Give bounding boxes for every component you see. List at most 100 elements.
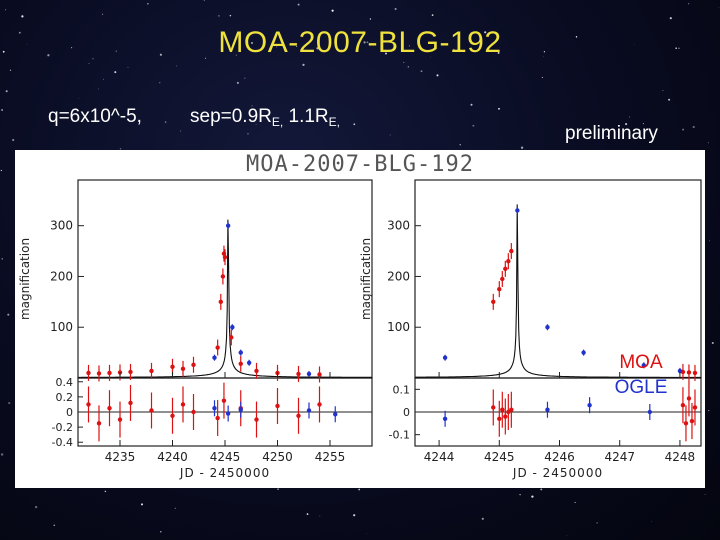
moa-residual-point xyxy=(107,406,112,411)
star xyxy=(159,53,162,56)
star xyxy=(119,148,122,150)
moa-residual-point xyxy=(191,409,196,415)
x-tick-label: 4235 xyxy=(105,450,136,464)
y-tick-label: 100 xyxy=(387,320,410,334)
star xyxy=(306,513,309,515)
main-plot-frame xyxy=(77,179,373,379)
x-tick-label: 4240 xyxy=(157,450,188,464)
star xyxy=(244,77,246,79)
star xyxy=(203,0,206,1)
mass-ratio-text: q=6x10^-5, xyxy=(48,106,142,127)
star xyxy=(718,7,720,9)
star xyxy=(459,144,461,146)
moa-point xyxy=(220,274,226,279)
star xyxy=(520,146,524,149)
x-tick-label: 4245 xyxy=(210,450,241,464)
model-curve xyxy=(78,219,372,378)
moa-residual-point xyxy=(686,396,692,401)
star xyxy=(687,3,690,5)
star xyxy=(102,13,104,15)
star xyxy=(436,74,439,77)
chart-panel-2: 4244 4245 4246 4247 4248 100 200 300 0.1 0 -0.1 JD … xyxy=(359,179,702,480)
separation-text: sep=0.9RE, 1.1RE, xyxy=(190,106,340,129)
star xyxy=(12,138,15,142)
moa-residual-point xyxy=(317,402,322,407)
x-tick-label: 4248 xyxy=(665,450,696,464)
main-plot-frame xyxy=(414,179,702,379)
star xyxy=(347,35,349,37)
star xyxy=(542,56,544,57)
star xyxy=(98,88,99,90)
moa-point xyxy=(500,276,505,282)
ogle-residual-point xyxy=(587,403,592,408)
moa-residual-point xyxy=(149,408,154,413)
ogle-residual-point xyxy=(647,409,653,415)
ogle-residual-point xyxy=(225,411,231,416)
moa-point xyxy=(686,370,692,375)
y-axis-label: magnification xyxy=(18,238,32,320)
chart-panel-1: 4235 4240 4245 4250 4255 100 200 300 0.4 0.2 0 -0.2… xyxy=(18,179,373,480)
star xyxy=(575,36,578,38)
preliminary-label: preliminary xyxy=(565,123,658,144)
star xyxy=(498,107,500,110)
star xyxy=(642,123,644,125)
light-curve-figure: 4235 4240 4245 4250 4255 100 200 300 0.4 0.2 0 -0.2… xyxy=(15,150,705,488)
star xyxy=(369,18,372,20)
moa-residual-point xyxy=(275,403,280,409)
x-tick-label: 4245 xyxy=(484,450,515,464)
star xyxy=(540,488,543,491)
x-axis-label: JD - 2450000 xyxy=(179,466,270,480)
star xyxy=(71,47,73,49)
star xyxy=(519,493,521,496)
star xyxy=(704,494,706,495)
star xyxy=(389,134,391,136)
star xyxy=(394,7,397,11)
residual-y-tick-label: 0.4 xyxy=(56,376,74,389)
moa-point xyxy=(491,299,496,305)
star xyxy=(78,98,80,100)
ogle-point xyxy=(515,208,520,213)
moa-point xyxy=(317,372,322,377)
star xyxy=(366,533,368,534)
ogle-point xyxy=(677,368,683,374)
star xyxy=(470,103,473,106)
star xyxy=(431,14,434,16)
star xyxy=(7,313,10,316)
star xyxy=(625,123,628,126)
moa-point xyxy=(296,371,301,377)
sep-main: sep=0.9R xyxy=(190,106,272,127)
moa-residual-point xyxy=(680,403,686,408)
ogle-point xyxy=(230,325,235,330)
star xyxy=(353,123,356,126)
star xyxy=(708,410,710,412)
moa-point xyxy=(191,362,196,367)
ogle-residual-point xyxy=(442,416,448,421)
star xyxy=(229,14,232,17)
star xyxy=(668,98,671,101)
ogle-point xyxy=(581,350,586,355)
moa-point xyxy=(149,368,154,374)
star xyxy=(21,15,24,18)
moa-residual-point xyxy=(500,407,505,412)
star xyxy=(251,105,253,107)
residual-y-tick-label: 0.1 xyxy=(393,383,411,396)
star xyxy=(596,522,598,524)
star xyxy=(296,46,298,47)
sep-sub-1: E, xyxy=(271,115,284,129)
star xyxy=(127,66,129,68)
x-tick-label: 4250 xyxy=(262,450,293,464)
star xyxy=(1,258,3,260)
star xyxy=(92,58,94,60)
moa-point xyxy=(86,370,91,376)
star xyxy=(408,45,410,47)
y-tick-label: 100 xyxy=(50,320,73,334)
moa-point xyxy=(238,361,243,366)
residual-y-tick-label: 0 xyxy=(66,406,73,419)
star xyxy=(353,514,356,517)
moa-residual-point xyxy=(170,413,175,418)
star xyxy=(420,70,423,73)
star xyxy=(247,133,249,135)
star xyxy=(218,15,220,17)
moa-residual-point xyxy=(689,418,695,424)
x-tick-label: 4244 xyxy=(424,450,455,464)
